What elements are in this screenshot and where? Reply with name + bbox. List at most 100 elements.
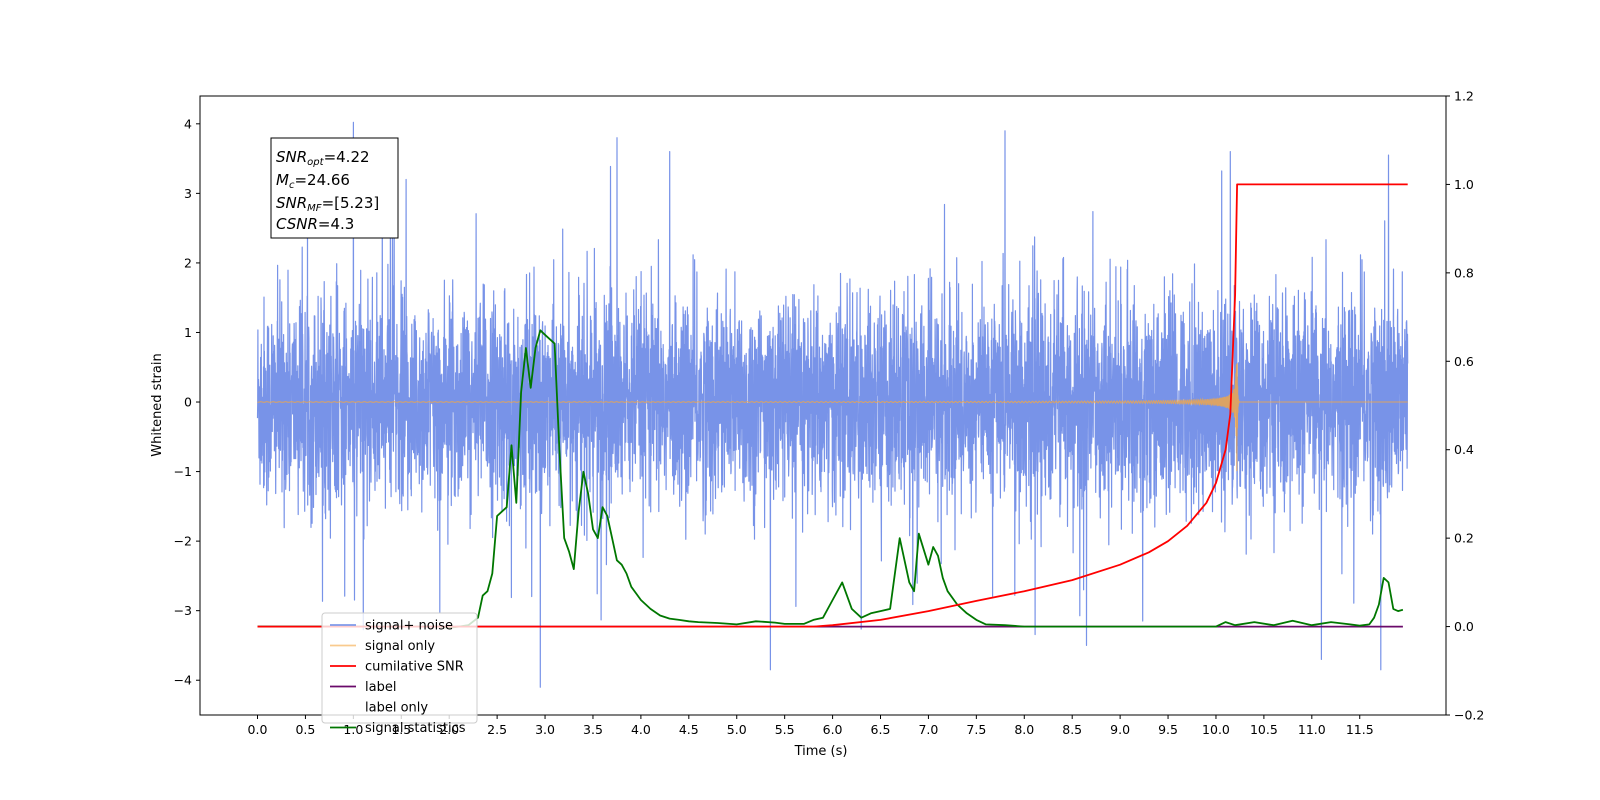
x-tick: 0.5 — [295, 715, 315, 737]
x-tick: 5.5 — [775, 715, 795, 737]
x-tick-label: 7.5 — [966, 722, 986, 737]
y2-tick-label: 1.2 — [1454, 89, 1474, 104]
legend-entry: signal+ noise — [330, 619, 453, 634]
y-tick: −4 — [174, 673, 200, 688]
x-tick-label: 10.5 — [1250, 722, 1278, 737]
x-tick: 10.5 — [1250, 715, 1278, 737]
x-tick: 3.5 — [583, 715, 603, 737]
y-tick-label: 0 — [184, 395, 192, 410]
y-tick: 3 — [184, 186, 200, 201]
y-tick-label: −3 — [174, 603, 192, 618]
y2-tick-label: 0.4 — [1454, 442, 1474, 457]
series-signal-statistics — [257, 329, 1404, 629]
legend-entry: signal statistics — [330, 721, 466, 736]
x-axis-label: Time (s) — [794, 744, 848, 759]
legend-label: label — [365, 680, 396, 695]
x-tick: 11.0 — [1298, 715, 1326, 737]
y2-tick-label: 0.0 — [1454, 619, 1474, 634]
x-tick-label: 3.0 — [535, 722, 555, 737]
info-csnr: CSNR=4.3 — [276, 215, 354, 233]
x-tick: 6.5 — [871, 715, 891, 737]
y2-tick: 1.2 — [1446, 89, 1474, 104]
y-tick: 4 — [184, 116, 200, 131]
legend-label: label only — [365, 701, 428, 716]
x-tick: 3.0 — [535, 715, 555, 737]
y-tick-label: 2 — [184, 255, 192, 270]
y-tick-label: 1 — [184, 325, 192, 340]
x-tick: 9.0 — [1110, 715, 1130, 737]
x-tick-label: 4.0 — [631, 722, 651, 737]
x-tick-label: 5.0 — [727, 722, 747, 737]
x-tick: 11.5 — [1346, 715, 1374, 737]
x-tick-label: 0.0 — [248, 722, 268, 737]
x-tick-label: 7.0 — [918, 722, 938, 737]
y2-tick-label: 0.8 — [1454, 265, 1474, 280]
y-tick-label: 3 — [184, 186, 192, 201]
x-tick: 5.0 — [727, 715, 747, 737]
x-tick: 7.0 — [918, 715, 938, 737]
x-tick-label: 8.5 — [1062, 722, 1082, 737]
y2-tick: 0.4 — [1446, 442, 1474, 457]
x-tick: 9.5 — [1158, 715, 1178, 737]
x-tick-label: 10.0 — [1202, 722, 1230, 737]
x-tick: 10.0 — [1202, 715, 1230, 737]
x-tick: 4.5 — [679, 715, 699, 737]
y2-tick-label: −0.2 — [1454, 708, 1484, 723]
x-tick-label: 11.0 — [1298, 722, 1326, 737]
y2-tick: 0.2 — [1446, 531, 1474, 546]
legend-label: signal only — [365, 639, 435, 654]
x-tick-label: 6.0 — [823, 722, 843, 737]
y-tick: 2 — [184, 255, 200, 270]
y2-tick: 0.0 — [1446, 619, 1474, 634]
info-snr-opt: SNRopt=4.22 — [276, 148, 370, 168]
x-tick-label: 4.5 — [679, 722, 699, 737]
plot-frame — [199, 95, 1447, 716]
x-tick-label: 0.5 — [295, 722, 315, 737]
y-tick: −1 — [174, 464, 200, 479]
y-tick-label: −2 — [174, 534, 192, 549]
x-tick: 0.0 — [248, 715, 268, 737]
x-tick-label: 2.0 — [439, 722, 459, 737]
legend-entry: label only — [330, 701, 428, 716]
series-signal-only — [257, 363, 1408, 472]
series-cumulative-snr — [257, 183, 1408, 628]
y-tick: −2 — [174, 534, 200, 549]
x-tick-label: 9.5 — [1158, 722, 1178, 737]
x-tick: 7.5 — [966, 715, 986, 737]
y-axis-right: −0.2 0.0 0.2 0.4 0.6 0.8 1.0 1.2 — [1446, 89, 1484, 723]
x-tick: 8.5 — [1062, 715, 1082, 737]
info-mc: Mc=24.66 — [276, 171, 350, 191]
x-tick-label: 5.5 — [775, 722, 795, 737]
y2-tick: 1.0 — [1446, 177, 1474, 192]
info-snr-mf: SNRMF=[5.23] — [276, 194, 379, 214]
series-signal-noise — [256, 121, 1409, 688]
y-tick-label: −1 — [174, 464, 192, 479]
x-tick-label: 3.5 — [583, 722, 603, 737]
x-tick-label: 8.0 — [1014, 722, 1034, 737]
legend: signal+ noise signal only cumilative SNR la… — [321, 612, 478, 736]
y2-tick: −0.2 — [1446, 708, 1484, 723]
y2-tick-label: 0.6 — [1454, 354, 1474, 369]
legend-entry: signal only — [330, 639, 435, 654]
y-tick-label: 4 — [184, 116, 192, 131]
y-tick: 1 — [184, 325, 200, 340]
y-tick-label: −4 — [174, 673, 192, 688]
x-axis: 0.0 0.5 1.0 1.5 2.0 2.5 3.0 3.5 4.0 4.5 5.0 5.5 6.0 6… — [248, 715, 1374, 737]
y2-tick: 0.8 — [1446, 265, 1474, 280]
x-tick: 4.0 — [631, 715, 651, 737]
y-tick: −3 — [174, 603, 200, 618]
x-tick-label: 11.5 — [1346, 722, 1374, 737]
legend-label: signal statistics — [365, 721, 466, 736]
y2-tick-label: 0.2 — [1454, 531, 1474, 546]
legend-entry: label — [330, 680, 396, 695]
y-axis-label: Whitened strain — [150, 353, 165, 456]
x-tick-label: 2.5 — [487, 722, 507, 737]
x-tick-label: 1.0 — [343, 722, 363, 737]
x-tick: 2.5 — [487, 715, 507, 737]
y2-tick: 0.6 — [1446, 354, 1474, 369]
x-tick-label: 6.5 — [871, 722, 891, 737]
x-tick-label: 9.0 — [1110, 722, 1130, 737]
x-tick: 8.0 — [1014, 715, 1034, 737]
y2-tick-label: 1.0 — [1454, 177, 1474, 192]
